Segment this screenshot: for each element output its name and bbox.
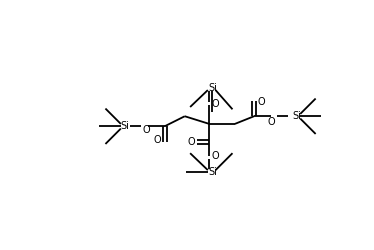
Text: O: O bbox=[267, 117, 275, 127]
Text: O: O bbox=[212, 99, 220, 109]
Text: O: O bbox=[258, 98, 266, 108]
Text: O: O bbox=[212, 150, 220, 160]
Text: O: O bbox=[187, 137, 195, 147]
Text: O: O bbox=[142, 125, 150, 135]
Text: Si: Si bbox=[209, 83, 218, 93]
Text: Si: Si bbox=[292, 111, 301, 121]
Text: Si: Si bbox=[120, 121, 129, 131]
Text: Si: Si bbox=[209, 168, 218, 177]
Text: O: O bbox=[153, 135, 161, 145]
